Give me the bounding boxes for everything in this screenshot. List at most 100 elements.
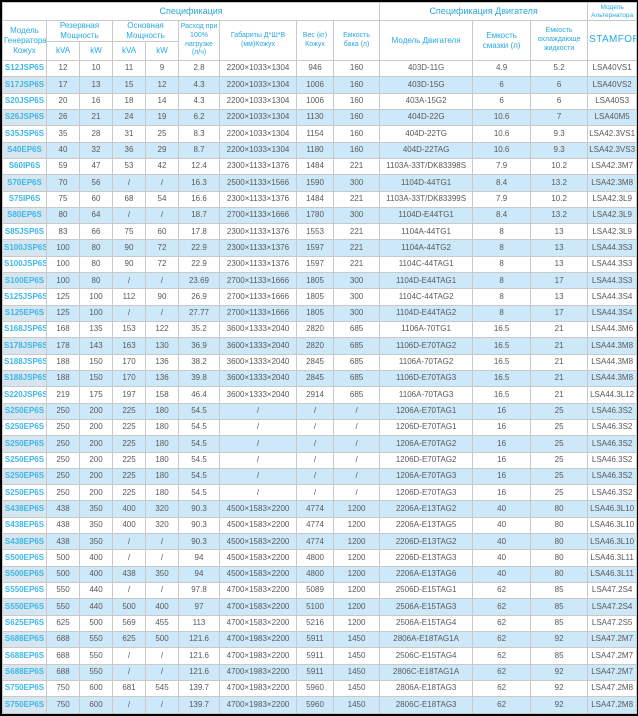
prime-kva-cell: / — [112, 272, 146, 290]
model-link[interactable]: S550EP6S — [2, 598, 47, 616]
model-link[interactable]: S500EP6S — [2, 549, 47, 567]
oil-capacity-cell: 8.4 — [472, 206, 532, 225]
model-link[interactable]: S100JSP6S — [2, 239, 47, 257]
model-link[interactable]: S26JSP6S — [2, 108, 47, 127]
column-header-generator-model: Модель Генератора Кожух — [2, 20, 47, 61]
model-link[interactable]: S168JSP6S — [2, 320, 47, 339]
tank-capacity-cell: 1450 — [332, 663, 381, 681]
engine-model-cell: 2506D-E15TAG1 — [379, 581, 474, 600]
standby-kw-cell: 550 — [79, 663, 113, 681]
model-link[interactable]: S438EP6S — [2, 533, 47, 551]
dimensions-cell: 2300×1133×1376 — [219, 157, 297, 176]
model-link[interactable]: S178JSP6S — [2, 337, 47, 355]
fuel-consumption-cell: 18.7 — [178, 206, 220, 225]
fuel-consumption-cell: 27.77 — [178, 304, 220, 323]
coolant-capacity-cell: 7 — [530, 108, 589, 127]
column-header-fuel-consumption: Расход при 100% нагрузке (л/ч) — [178, 20, 220, 61]
dimensions-cell: 4700×1983×2200 — [219, 696, 297, 714]
alternator-model-cell: LSA42.3L9 — [587, 223, 638, 241]
standby-kva-cell: 250 — [46, 484, 80, 502]
model-link[interactable]: S80EP6S — [2, 206, 47, 225]
table-row: S100JSP6S 100 80 90 72 22.9 2300×1133×1376 1597… — [2, 255, 638, 274]
model-link[interactable]: S125JSP6S — [2, 288, 47, 306]
table-row: S188JSP6S 188 150 170 136 38.2 3600×1333×2040 2… — [2, 353, 638, 371]
table-row: S17JSP6S 17 13 15 12 4.3 2200×1033×1304 1006 160… — [2, 76, 638, 94]
model-link[interactable]: S688EP6S — [2, 630, 47, 649]
model-link[interactable]: S40EP6S — [2, 141, 47, 159]
fuel-consumption-cell: 39.8 — [178, 369, 220, 388]
model-link[interactable]: S125EP6S — [2, 304, 47, 323]
engine-model-cell: 1206A-E70TAG3 — [379, 467, 474, 486]
model-link[interactable]: S438EP6S — [2, 516, 47, 535]
model-link[interactable]: S85JSP6S — [2, 223, 47, 241]
model-link[interactable]: S250EP6S — [2, 435, 47, 453]
model-link[interactable]: S188JSP6S — [2, 353, 47, 371]
weight-cell: 4774 — [296, 516, 334, 535]
prime-kw-cell: / — [145, 647, 179, 665]
model-link[interactable]: S35JSP6S — [2, 125, 47, 143]
prime-kw-cell: / — [145, 272, 179, 290]
table-row: S168JSP6S 168 135 153 122 35.2 3600×1333×2040 2… — [2, 320, 638, 339]
table-row: S550EP6S 550 440 500 400 97 4700×1583×2200 5100… — [2, 598, 638, 616]
model-link[interactable]: S12JSP6S — [2, 59, 47, 78]
model-link[interactable]: S688EP6S — [2, 663, 47, 681]
oil-capacity-cell: 10.6 — [472, 108, 532, 127]
model-link[interactable]: S60IP6S — [2, 157, 47, 176]
model-link[interactable]: S500EP6S — [2, 565, 47, 584]
table-row: S100EP6S 100 80//23.69 2700×1133×1666 1805 30… — [2, 272, 638, 290]
prime-kva-cell: / — [112, 174, 146, 192]
model-link[interactable]: S100EP6S — [2, 272, 47, 290]
prime-kva-cell: / — [112, 696, 146, 714]
standby-kva-cell: 750 — [46, 679, 80, 698]
prime-kva-cell: 500 — [112, 598, 146, 616]
alternator-model-cell: LSA44.3S4 — [587, 304, 638, 323]
header-group-specification: Спецификация — [1, 2, 381, 21]
prime-kva-cell: 90 — [112, 239, 146, 257]
model-link[interactable]: S438EP6S — [2, 500, 47, 518]
tank-capacity-cell: 160 — [332, 59, 381, 78]
table-row: S250EP6S 250 200 225 180 54.5///1206D-E70TAG1… — [2, 418, 638, 437]
model-link[interactable]: S220JSP6S — [2, 386, 47, 404]
model-link[interactable]: S750EP6S — [2, 679, 47, 698]
coolant-capacity-cell: 21 — [530, 386, 589, 404]
fuel-consumption-cell: 121.6 — [178, 647, 220, 665]
oil-capacity-cell: 16 — [472, 484, 532, 502]
prime-kva-cell: 90 — [112, 255, 146, 274]
model-link[interactable]: S625EP6S — [2, 614, 47, 632]
prime-kw-cell: 14 — [145, 92, 179, 110]
coolant-capacity-cell: 80 — [530, 533, 589, 551]
standby-kw-cell: 200 — [79, 435, 113, 453]
model-link[interactable]: S688EP6S — [2, 647, 47, 665]
fuel-consumption-cell: 54.5 — [178, 418, 220, 437]
prime-kw-cell: 158 — [145, 386, 179, 404]
standby-kva-cell: 250 — [46, 467, 80, 486]
alternator-model-cell: LSA47.2S4 — [587, 581, 638, 600]
prime-kw-cell: 72 — [145, 239, 179, 257]
model-link[interactable]: S17JSP6S — [2, 76, 47, 94]
weight-cell: 5960 — [296, 679, 334, 698]
alternator-model-cell: LSA42.3M7 — [587, 157, 638, 176]
dimensions-cell: / — [219, 402, 297, 420]
model-link[interactable]: S70EP6S — [2, 174, 47, 192]
tank-capacity-cell: 685 — [332, 320, 381, 339]
model-link[interactable]: S250EP6S — [2, 484, 47, 502]
model-link[interactable]: S250EP6S — [2, 418, 47, 437]
model-link[interactable]: S20JSP6S — [2, 92, 47, 110]
standby-kva-cell: 438 — [46, 516, 80, 535]
model-link[interactable]: S250EP6S — [2, 402, 47, 420]
model-link[interactable]: S100JSP6S — [2, 255, 47, 274]
model-link[interactable]: S250EP6S — [2, 451, 47, 469]
model-link[interactable]: S75IP6S — [2, 190, 47, 208]
prime-kw-cell: / — [145, 174, 179, 192]
engine-model-cell: 1206D-E70TAG2 — [379, 451, 474, 469]
fuel-consumption-cell: 54.5 — [178, 451, 220, 469]
model-link[interactable]: S550EP6S — [2, 581, 47, 600]
header-group-engine-specification: Спецификация Двигателя — [379, 2, 589, 21]
model-link[interactable]: S750EP6S — [2, 696, 47, 714]
standby-kva-cell: 40 — [46, 141, 80, 159]
model-link[interactable]: S250EP6S — [2, 467, 47, 486]
model-link[interactable]: S188JSP6S — [2, 369, 47, 388]
prime-kva-cell: 225 — [112, 418, 146, 437]
prime-kva-cell: / — [112, 549, 146, 567]
